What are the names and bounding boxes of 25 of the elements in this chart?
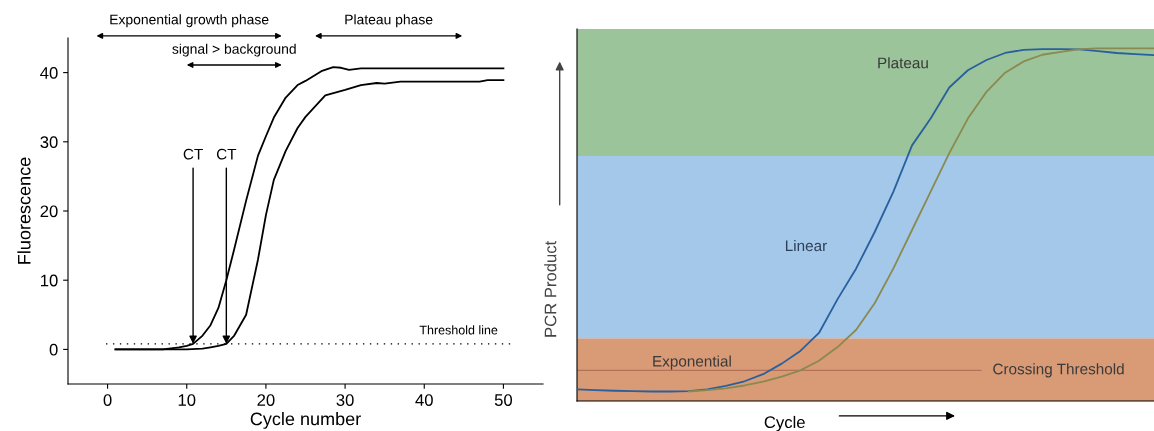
y-tick-label: 30	[40, 136, 58, 148]
text: Exponential growth phase	[110, 14, 269, 28]
band-label: Plateau	[878, 57, 928, 69]
x-tick-label: 30	[336, 394, 354, 406]
x-tick-label: 40	[415, 394, 433, 406]
ref-line-label: Crossing Threshold	[993, 363, 1124, 378]
x-axis-title: Cycle	[764, 415, 805, 431]
x-tick-label: 10	[178, 394, 196, 406]
x-tick-label: 0	[103, 394, 112, 406]
y-tick-label: 10	[41, 274, 58, 287]
ref-line-label: Threshold line	[419, 325, 498, 335]
y-tick-label: 0	[49, 343, 58, 356]
x-tick-label: 20	[257, 394, 275, 406]
annotation: signal > background	[172, 43, 296, 57]
band-label: Exponential	[653, 355, 731, 370]
band-label: Linear	[785, 239, 827, 252]
annotation: CT	[183, 148, 203, 160]
y-tick-label: 40	[40, 67, 58, 79]
y-axis-title: PCR Product	[544, 240, 557, 337]
x-axis-title: Cycle number	[250, 412, 361, 429]
annotation: CT	[216, 148, 237, 160]
text: Plateau phase	[345, 14, 433, 28]
x-tick-label: 50	[494, 394, 513, 406]
y-tick-label: 20	[40, 205, 58, 218]
y-axis-title: Fluorescence	[17, 157, 31, 264]
